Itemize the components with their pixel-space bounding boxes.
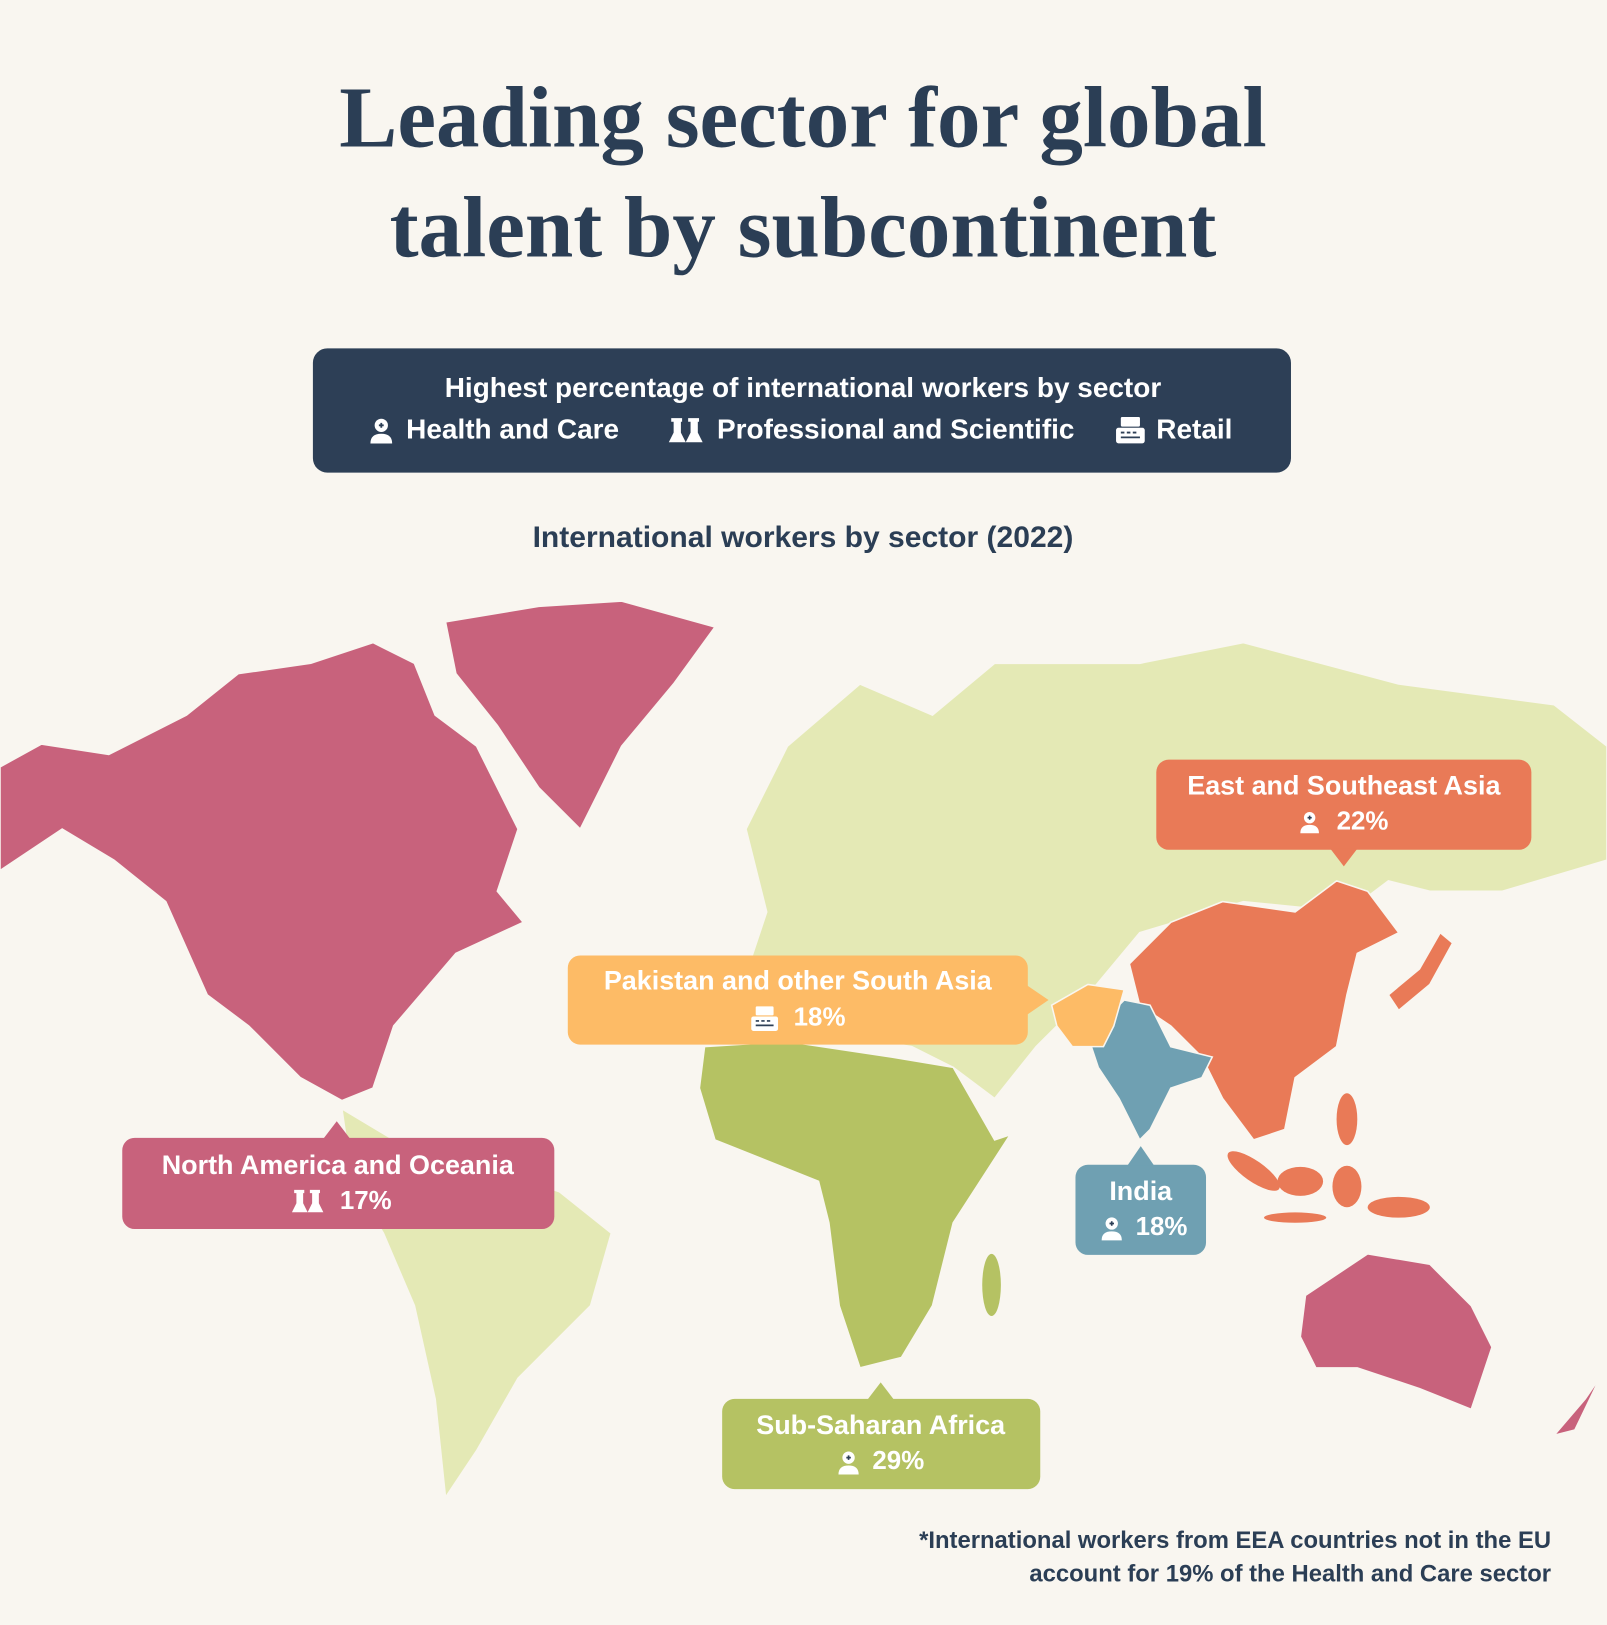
japan: [1387, 931, 1454, 1012]
subtitle: International workers by sector (2022): [533, 521, 1074, 554]
callout: India 18%: [1075, 1146, 1207, 1255]
madagascar: [982, 1253, 1001, 1317]
region-name: East and Southeast Asia: [1187, 771, 1501, 801]
region-percent: 22%: [1337, 808, 1389, 836]
legend-box: [312, 348, 1291, 473]
southeast-asia-islands: [1227, 1093, 1430, 1223]
india: [1087, 999, 1214, 1142]
title-line: talent by subcontinent: [390, 178, 1217, 275]
region-name: Sub-Saharan Africa: [756, 1410, 1006, 1440]
east-asia: [1128, 880, 1400, 1141]
title-line: Leading sector for global: [339, 69, 1266, 166]
legend-item: Retail: [1156, 414, 1232, 445]
legend-item: Health and Care: [406, 414, 619, 445]
region-percent: 29%: [872, 1447, 924, 1475]
legend: Highest percentage of international work…: [312, 348, 1291, 473]
africa: [698, 1040, 1013, 1369]
region-percent: 17%: [340, 1187, 392, 1215]
map: [0, 600, 1607, 1500]
region-name: North America and Oceania: [162, 1150, 515, 1180]
callout: Sub-Saharan Africa 29%: [722, 1382, 1041, 1490]
region-percent: 18%: [794, 1004, 846, 1032]
legend-heading: Highest percentage of international work…: [445, 372, 1162, 403]
region-percent: 18%: [1136, 1213, 1188, 1241]
greenland: [444, 600, 717, 831]
north-america: [0, 641, 525, 1102]
callout: North America and Oceania 17%: [122, 1121, 555, 1230]
callout: East and Southeast Asia 22%: [1156, 759, 1532, 867]
new-zealand: [1551, 1375, 1602, 1437]
region-name: Pakistan and other South Asia: [604, 966, 993, 996]
footnote: *International workers from EEA countrie…: [919, 1527, 1551, 1554]
footnote: account for 19% of the Health and Care s…: [1029, 1560, 1551, 1587]
region-name: India: [1109, 1176, 1173, 1206]
pakistan: [1050, 983, 1126, 1048]
legend-item: Professional and Scientific: [717, 414, 1074, 445]
callout: Pakistan and other South Asia 18%: [567, 955, 1049, 1045]
australia: [1299, 1253, 1493, 1411]
